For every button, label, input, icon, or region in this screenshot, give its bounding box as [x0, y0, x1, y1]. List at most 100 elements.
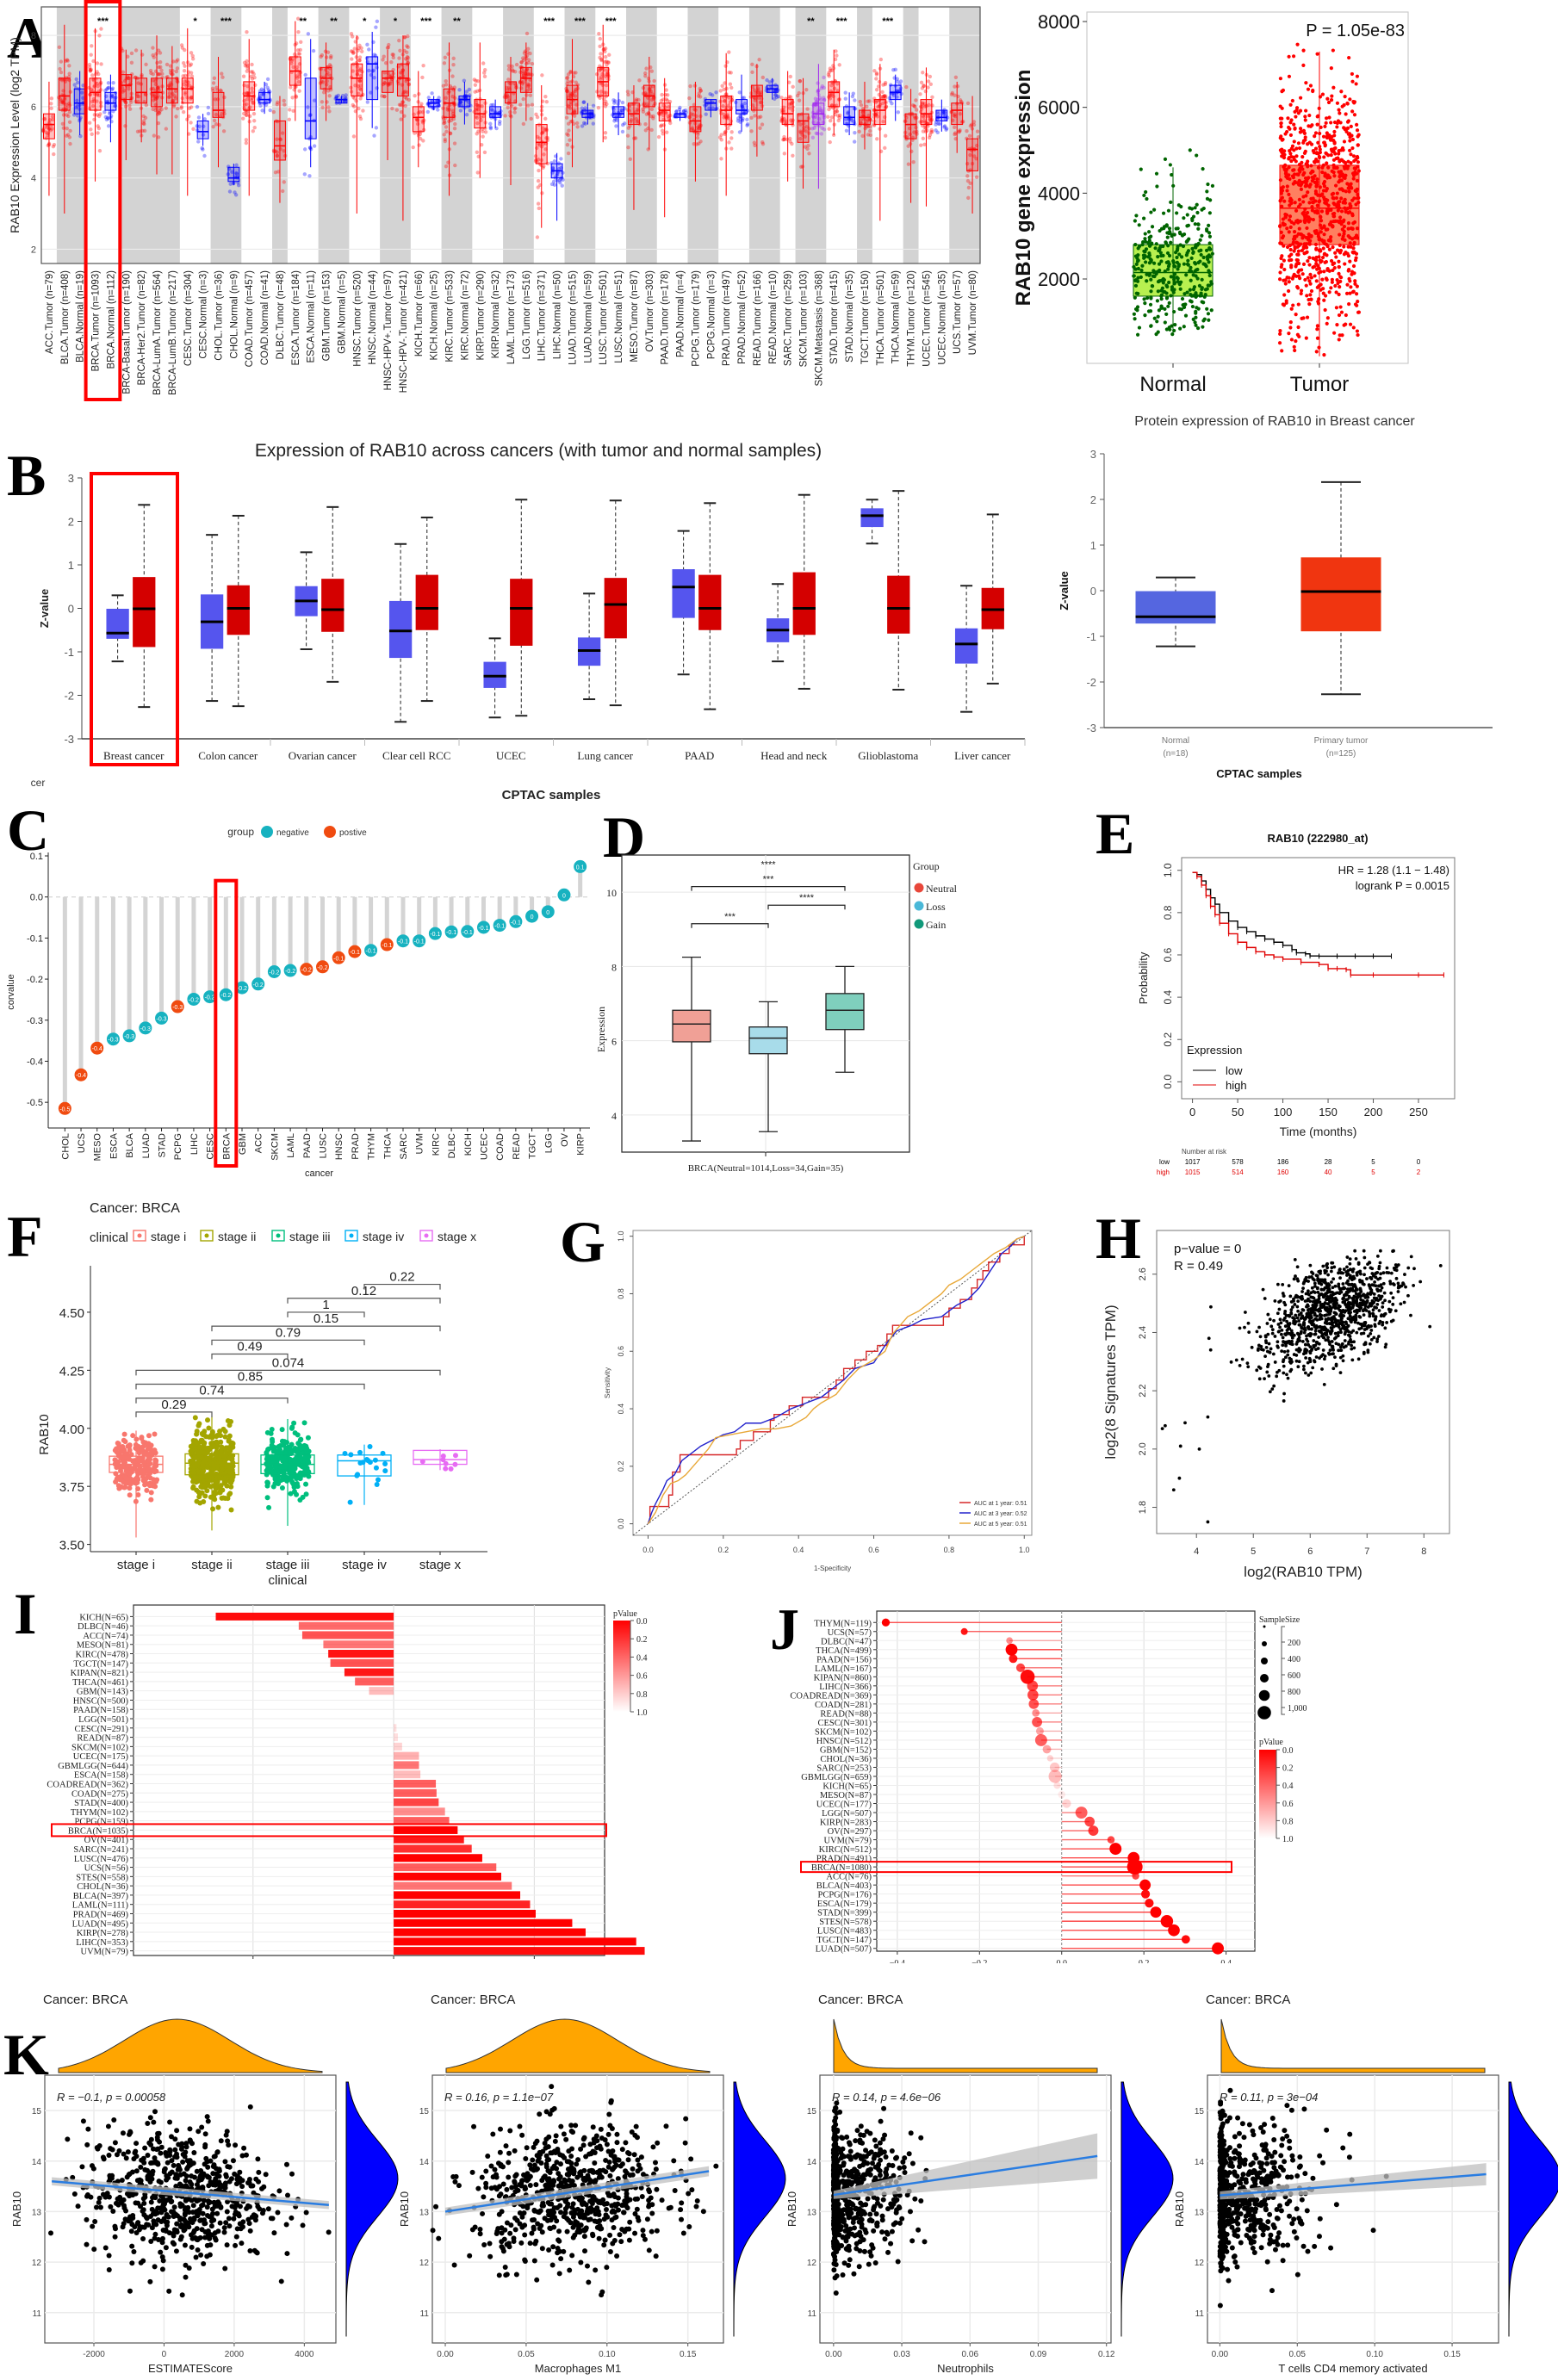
- data-point: [474, 115, 478, 119]
- data-point: [110, 86, 115, 90]
- data-point: [1307, 256, 1312, 260]
- box: [227, 585, 250, 635]
- data-point: [89, 87, 94, 92]
- data-point: [625, 90, 630, 94]
- data-point: [210, 86, 215, 91]
- data-point: [1210, 251, 1214, 256]
- highlight-box: [84, 0, 122, 401]
- data-point: [1329, 66, 1333, 71]
- data-point: [629, 120, 633, 124]
- data-point: [1313, 131, 1319, 135]
- data-point: [139, 1435, 145, 1441]
- data-point: [1311, 256, 1315, 260]
- data-point: [710, 93, 715, 97]
- data-point: [135, 129, 140, 134]
- data-point: [1350, 214, 1355, 218]
- data-point: [787, 102, 791, 107]
- data-point: [860, 110, 866, 115]
- x-tick-label: CESC.Normal (n=3): [199, 270, 209, 359]
- data-point: [183, 90, 188, 95]
- point-label: -0.3: [140, 1026, 151, 1032]
- data-point: [543, 127, 548, 132]
- data-point: [1303, 135, 1307, 139]
- data-point: [727, 116, 731, 121]
- data-point: [572, 71, 576, 75]
- data-point: [526, 72, 531, 77]
- data-point: [1318, 223, 1323, 227]
- data-point: [1314, 183, 1319, 188]
- x-tick-label: Primary tumor: [1314, 736, 1369, 746]
- data-point: [468, 108, 472, 113]
- data-point: [382, 94, 387, 99]
- data-point: [1315, 336, 1320, 340]
- data-point: [928, 82, 933, 87]
- data-point: [1194, 291, 1198, 295]
- data-point: [1333, 183, 1338, 188]
- data-point: [1326, 100, 1331, 105]
- lollipop-point: [219, 988, 233, 1001]
- data-point: [271, 109, 276, 115]
- data-point: [1207, 318, 1211, 322]
- data-point: [443, 137, 447, 141]
- data-point: [1343, 201, 1348, 205]
- data-point: [1345, 182, 1350, 186]
- data-point: [1327, 115, 1331, 120]
- x-tick-label: CESC.Tumor (n=304): [183, 270, 194, 366]
- data-point: [698, 139, 703, 144]
- data-point: [326, 50, 331, 54]
- data-point: [877, 79, 882, 84]
- x-tick-label: THYM.Tumor (n=120): [907, 270, 917, 367]
- data-point: [912, 130, 916, 134]
- data-point: [626, 146, 630, 150]
- data-point: [605, 60, 611, 65]
- data-point: [87, 62, 92, 67]
- data-point: [475, 89, 480, 94]
- data-point: [268, 108, 272, 113]
- data-point: [745, 117, 749, 122]
- data-point: [1149, 295, 1153, 300]
- data-point: [1338, 305, 1343, 309]
- x-tick-label: KICH: [463, 1133, 474, 1156]
- data-point: [722, 87, 726, 92]
- data-point: [1329, 152, 1333, 158]
- data-point: [965, 178, 971, 183]
- data-point: [859, 118, 864, 122]
- data-point: [1309, 164, 1313, 168]
- stray-label: cer: [31, 777, 46, 789]
- data-point: [481, 114, 486, 119]
- data-point: [1305, 250, 1309, 254]
- data-point: [126, 75, 130, 79]
- data-point: [250, 90, 255, 95]
- data-point: [357, 55, 363, 59]
- data-point: [59, 98, 65, 102]
- data-point: [520, 69, 525, 74]
- x-tick-label: KIRC.Normal (n=72): [460, 270, 470, 361]
- x-tick-label: BRCA.Normal (n=112): [106, 270, 116, 369]
- data-point: [1191, 317, 1195, 322]
- x-tick-label: GBM: [238, 1133, 248, 1155]
- data-point: [1351, 246, 1356, 251]
- data-point: [1301, 63, 1306, 67]
- data-point: [914, 125, 918, 130]
- data-point: [1172, 263, 1176, 269]
- data-point: [580, 106, 585, 110]
- data-point: [181, 74, 185, 78]
- data-point: [1342, 245, 1346, 249]
- box: [382, 71, 394, 93]
- data-point: [152, 92, 157, 96]
- data-point: [1136, 276, 1140, 280]
- x-axis-label: BRCA(Neutral=1014,Loss=34,Gain=35): [688, 1163, 844, 1174]
- y-tick-label: -0.2: [27, 975, 43, 985]
- data-point: [1332, 202, 1337, 207]
- data-point: [1351, 263, 1356, 269]
- significance-label: **: [453, 16, 461, 27]
- x-tick-label: STAD: [158, 1133, 168, 1158]
- data-point: [480, 142, 484, 147]
- data-point: [458, 100, 463, 105]
- data-point: [1133, 242, 1138, 247]
- data-point: [568, 70, 573, 74]
- data-point: [723, 64, 728, 68]
- data-point: [1289, 338, 1294, 342]
- data-point: [1133, 254, 1139, 258]
- data-point: [1344, 161, 1348, 165]
